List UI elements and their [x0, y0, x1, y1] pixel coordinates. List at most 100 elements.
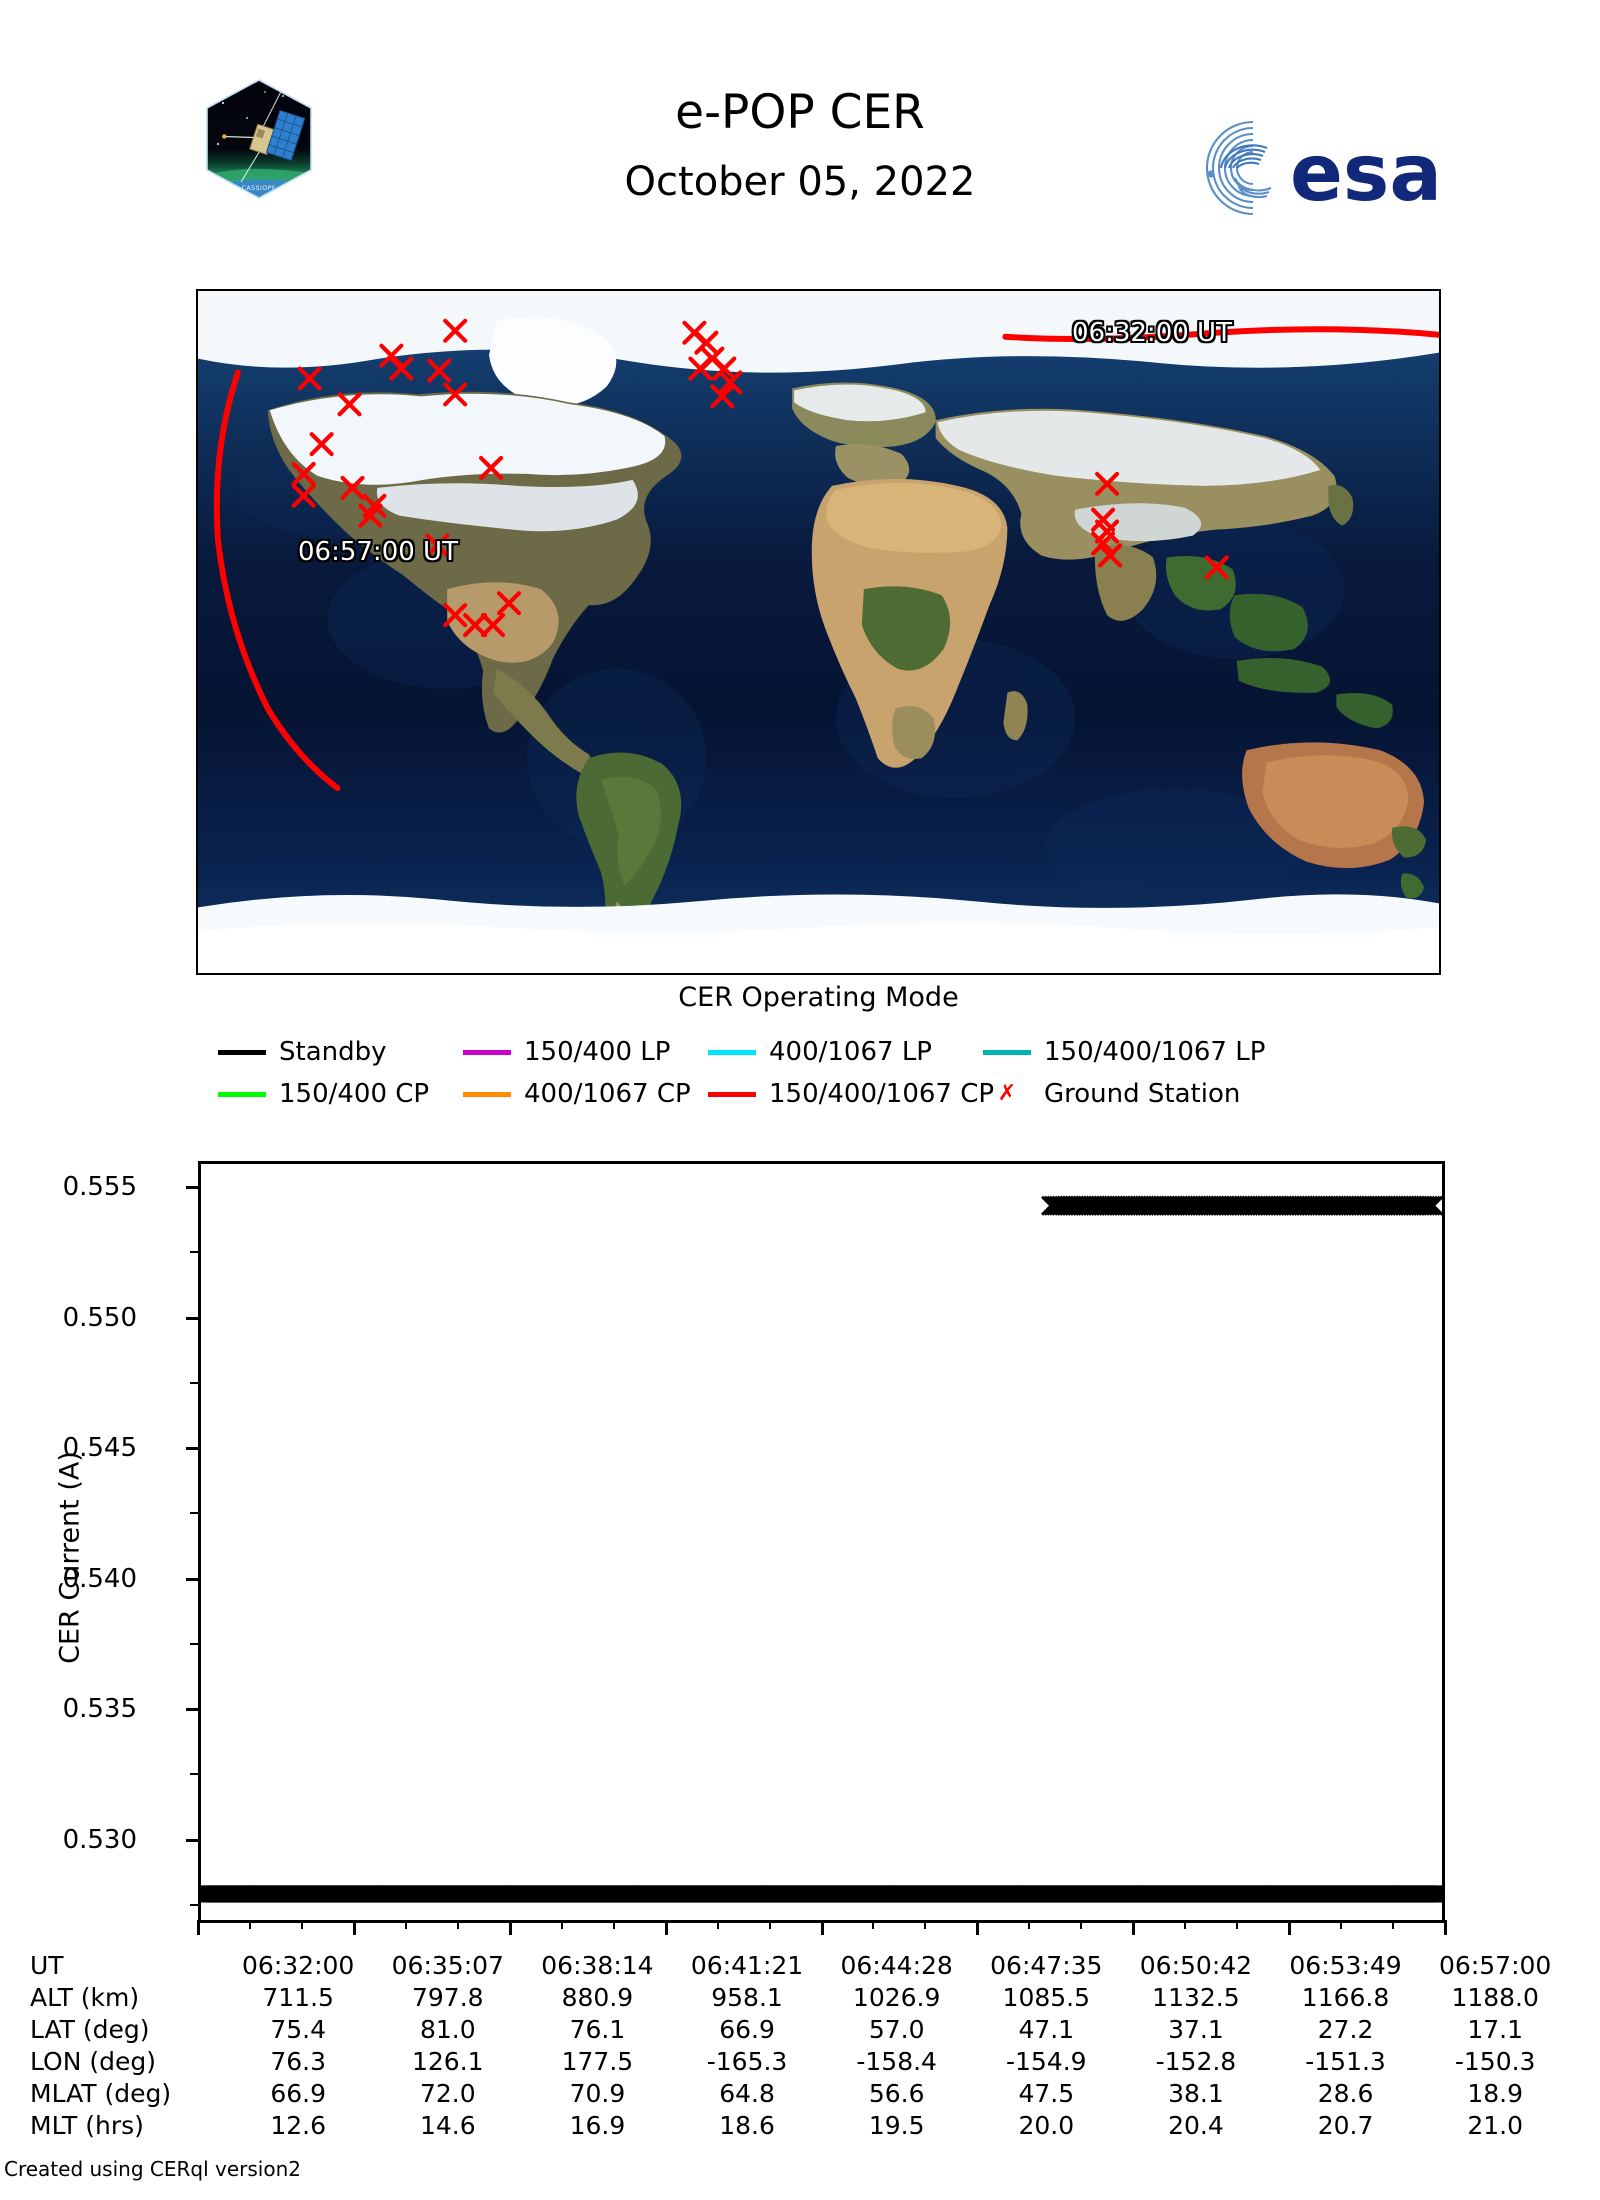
- legend-item-400-1067-lp[interactable]: 400/1067 LP: [708, 1037, 932, 1067]
- legend-item-standby[interactable]: Standby: [218, 1037, 387, 1067]
- table-cell: 06:35:07: [391, 1951, 504, 1980]
- ground-station-marker: [718, 370, 743, 395]
- legend-line-swatch: [708, 1091, 756, 1097]
- esa-logo-wordmark: esa: [1290, 129, 1442, 218]
- table-row: LAT (deg) 75.4 81.0 76.1 66.9 57.0 47.1 …: [30, 2014, 1570, 2046]
- ground-station-marker: [443, 603, 468, 628]
- ground-station-marker: [297, 366, 322, 391]
- table-row: ALT (km) 711.5 797.8 880.9 958.1 1026.9 …: [30, 1982, 1570, 2014]
- scatter-marker-x: [1420, 1195, 1441, 1216]
- y-tick-label: 0.535: [62, 1694, 137, 1724]
- table-cell: -150.3: [1454, 2047, 1536, 2076]
- x-tick-minor: [716, 1920, 719, 1929]
- cer-current-plot[interactable]: [198, 1161, 1445, 1923]
- orbit-track: [213, 326, 1439, 792]
- ephemeris-table: UT 06:32:00 06:35:07 06:38:14 06:41:21 0…: [30, 1950, 1570, 2142]
- y-tick-major: [186, 1578, 199, 1581]
- x-tick-major: [352, 1920, 356, 1935]
- table-cell: -152.8: [1155, 2047, 1237, 2076]
- table-cell: -154.9: [1006, 2047, 1087, 2076]
- legend-row: Standby 150/400 LP 400/1067 LP 150/400/1…: [218, 1034, 1438, 1070]
- table-cell: 06:47:35: [990, 1951, 1103, 1980]
- legend-item-150-400-1067-lp[interactable]: 150/400/1067 LP: [983, 1037, 1265, 1067]
- table-cell: 75.4: [270, 2015, 326, 2044]
- x-tick-minor: [924, 1920, 927, 1929]
- ground-station-marker: [496, 591, 522, 616]
- ground-station-markers: [291, 318, 1229, 638]
- plot-data-surface: [201, 1164, 1442, 1920]
- table-cell: 72.0: [419, 2079, 476, 2108]
- y-tick-label: 0.555: [62, 1172, 137, 1202]
- x-tick-minor: [1340, 1920, 1343, 1929]
- table-cell: 177.5: [561, 2047, 634, 2076]
- table-row: MLAT (deg) 66.9 72.0 70.9 64.8 56.6 47.5…: [30, 2078, 1570, 2110]
- ground-station-marker: [480, 613, 506, 638]
- table-cell: 66.9: [270, 2079, 326, 2108]
- ground-station-marker: [291, 483, 316, 508]
- legend-item-400-1067-cp[interactable]: 400/1067 CP: [463, 1079, 691, 1109]
- table-cell: 126.1: [412, 2047, 484, 2076]
- table-cell: 06:38:14: [541, 1951, 654, 1980]
- page-subtitle-date: October 05, 2022: [624, 159, 976, 206]
- table-cell: 70.9: [569, 2079, 626, 2108]
- table-row: UT 06:32:00 06:35:07 06:38:14 06:41:21 0…: [30, 1950, 1570, 1982]
- legend-line-swatch: [218, 1049, 266, 1055]
- esa-logo: esa: [1175, 118, 1475, 219]
- table-cell: 06:57:00: [1439, 1951, 1552, 1980]
- ground-station-marker: [337, 392, 362, 417]
- ground-station-marker: [443, 318, 468, 343]
- legend-line-swatch: [463, 1091, 511, 1097]
- table-cell: 20.4: [1168, 2111, 1224, 2140]
- ground-station-marker: [463, 613, 488, 638]
- orbit-end-time-label: 06:57:00 UT: [298, 537, 458, 567]
- x-tick-minor: [1028, 1920, 1031, 1929]
- x-tick-minor: [300, 1920, 303, 1929]
- map-subtitle: CER Operating Mode: [678, 982, 959, 1013]
- scatter-marker-layer: [201, 1195, 1442, 1903]
- y-tick-major: [186, 1186, 199, 1189]
- table-cell: 81.0: [419, 2015, 476, 2044]
- ground-station-marker: [1095, 471, 1120, 496]
- table-cell: 1085.5: [1002, 1983, 1091, 2012]
- world-map-panel[interactable]: [196, 289, 1441, 975]
- x-tick-minor: [1236, 1920, 1239, 1929]
- legend-item-ground-station[interactable]: ✗ Ground Station: [983, 1079, 1241, 1109]
- ground-station-marker: [1091, 531, 1116, 556]
- legend-item-150-400-cp[interactable]: 150/400 CP: [218, 1079, 429, 1109]
- ground-station-marker: [443, 382, 468, 407]
- row-label: LON (deg): [30, 2047, 156, 2076]
- table-cell: 1132.5: [1152, 1983, 1240, 2012]
- x-tick-minor: [1184, 1920, 1187, 1929]
- x-tick-major: [508, 1920, 512, 1935]
- table-cell: 17.1: [1467, 2015, 1524, 2044]
- table-cell: 06:53:49: [1289, 1951, 1402, 1980]
- cassiope-logo: CASSIOPE: [203, 78, 315, 200]
- table-cell: -158.4: [856, 2047, 937, 2076]
- x-tick-major: [976, 1920, 980, 1935]
- y-tick-label: 0.530: [62, 1825, 137, 1855]
- legend-line-swatch: [463, 1049, 511, 1055]
- table-cell: 47.1: [1018, 2015, 1075, 2044]
- ground-station-marker: [427, 358, 452, 383]
- table-cell: 14.6: [419, 2111, 476, 2140]
- table-cell: 1166.8: [1301, 1983, 1390, 2012]
- legend-item-150-400-lp[interactable]: 150/400 LP: [463, 1037, 670, 1067]
- table-cell: 38.1: [1168, 2079, 1224, 2108]
- table-cell: 66.9: [719, 2015, 775, 2044]
- legend-row: 150/400 CP 400/1067 CP 150/400/1067 CP ✗…: [218, 1076, 1438, 1112]
- y-tick-label: 0.550: [62, 1303, 137, 1333]
- legend-item-150-400-1067-cp[interactable]: 150/400/1067 CP: [708, 1079, 994, 1109]
- table-cell: 06:32:00: [242, 1951, 355, 1980]
- y-axis-label: CER Current (A): [54, 1451, 86, 1664]
- legend-label: 150/400/1067 CP: [769, 1079, 995, 1109]
- legend-line-swatch: [983, 1049, 1031, 1055]
- table-cell: 1026.9: [852, 1983, 941, 2012]
- x-tick-minor: [560, 1920, 563, 1929]
- ground-station-marker: [358, 503, 383, 528]
- y-tick-minor: [190, 1382, 199, 1384]
- table-cell: 20.0: [1018, 2111, 1075, 2140]
- ground-station-marker: [710, 384, 735, 409]
- ground-station-x-icon: ✗: [997, 1081, 1017, 1106]
- x-tick-major: [1288, 1920, 1292, 1935]
- table-cell: 958.1: [711, 1983, 783, 2012]
